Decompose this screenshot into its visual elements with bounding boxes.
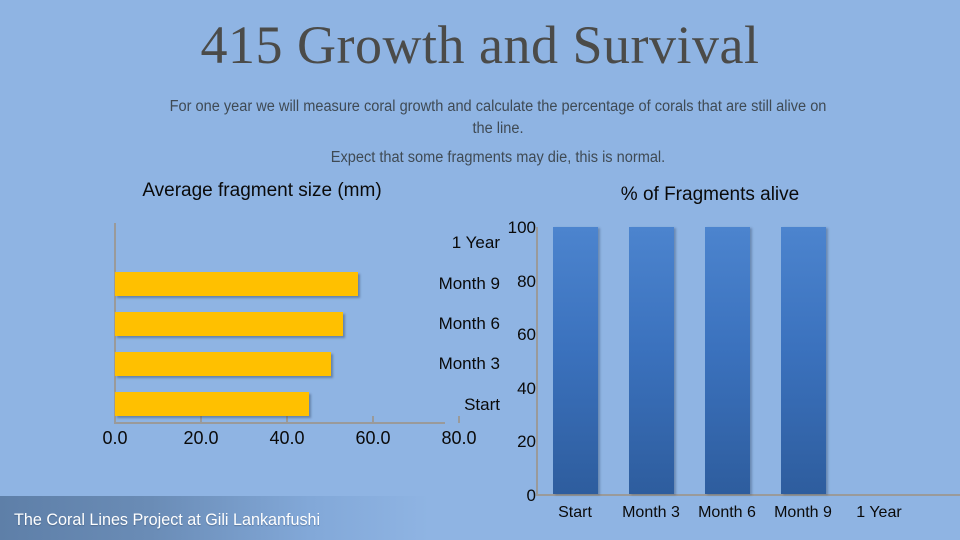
right-chart-y-tick-label: 40 [517, 379, 536, 398]
right-chart-y-tick-label: 100 [507, 218, 536, 237]
right-chart-category-label: Start [558, 504, 592, 521]
right-chart-category-label: Month 6 [698, 504, 756, 521]
right-chart-y-tick-label: 80 [517, 272, 536, 291]
left-chart-x-tick [200, 416, 202, 423]
right-chart-y-tick-label: 0 [526, 486, 536, 505]
left-chart-x-tick-label: 80.0 [441, 428, 477, 448]
subtitle-block: For one year we will measure coral growt… [148, 96, 848, 169]
left-chart-x-tick [114, 416, 116, 423]
left-chart-x-axis [114, 422, 445, 424]
subtitle-line-2: Expect that some fragments may die, this… [330, 149, 666, 166]
left-chart-x-tick-label: 0.0 [102, 428, 128, 448]
left-chart-x-tick-label: 60.0 [355, 428, 391, 448]
left-chart-category-label: Month 9 [438, 274, 500, 293]
chart-percent-fragments-alive: % of Fragments alive 100 80 60 40 20 0 S… [460, 176, 960, 540]
right-chart-category-label: Month 9 [774, 504, 832, 521]
right-chart-bar[interactable] [705, 227, 750, 494]
left-chart-x-tick [286, 416, 288, 423]
left-chart-category-label: Month 6 [438, 314, 500, 333]
left-chart-x-tick [372, 416, 374, 423]
right-chart-bar[interactable] [781, 227, 826, 494]
footer-caption: The Coral Lines Project at Gili Lankanfu… [14, 510, 321, 529]
subtitle-line-1: For one year we will measure coral growt… [169, 98, 827, 137]
footer-bar [0, 496, 430, 540]
subtitle-spacer [148, 140, 848, 147]
left-chart-bar[interactable] [115, 392, 310, 416]
right-chart-x-axis [536, 494, 960, 496]
left-chart-bar[interactable] [115, 272, 358, 296]
chart-average-fragment-size: Average fragment size (mm) 1 Year Month … [0, 176, 500, 466]
right-chart-category-label: 1 Year [856, 504, 902, 521]
left-chart-x-tick-label: 20.0 [183, 428, 219, 448]
right-chart-y-axis [536, 227, 538, 495]
left-chart-category-label: Start [464, 395, 500, 414]
left-chart-y-axis [114, 223, 116, 422]
left-chart-bar[interactable] [115, 312, 344, 336]
left-chart-category-label: Month 3 [438, 354, 500, 373]
right-chart-bar[interactable] [629, 227, 674, 494]
right-chart-category-label: Month 3 [622, 504, 680, 521]
right-chart-y-tick-label: 20 [517, 432, 536, 451]
page-title: 415 Growth and Survival [200, 15, 760, 75]
left-chart-x-tick-label: 40.0 [269, 428, 305, 448]
left-chart-category-label: 1 Year [451, 233, 500, 252]
left-chart-x-tick [458, 416, 460, 423]
left-chart-bar[interactable] [115, 352, 332, 376]
right-chart-bar[interactable] [553, 227, 598, 494]
chart-title-percent-fragments-alive: % of Fragments alive [620, 184, 800, 205]
title-block: 415 Growth and Survival [0, 14, 960, 76]
right-chart-y-tick-label: 60 [517, 325, 536, 344]
chart-title-average-fragment-size: Average fragment size (mm) [142, 180, 382, 201]
